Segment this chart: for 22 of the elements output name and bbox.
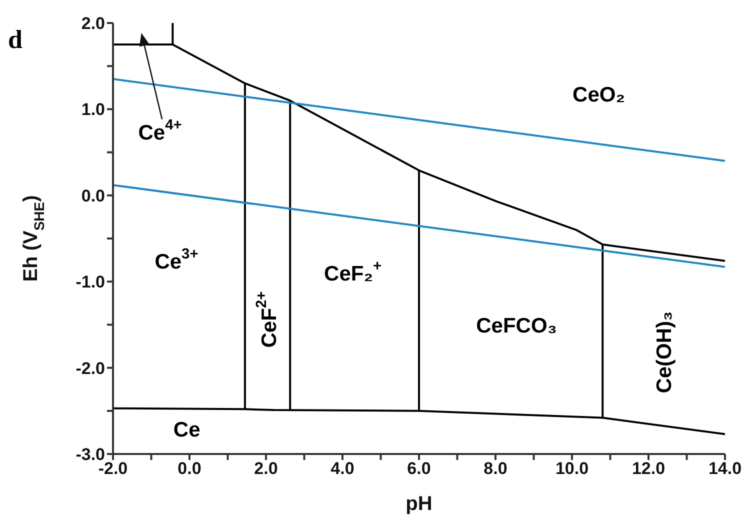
x-tick-label: 8.0 bbox=[484, 459, 508, 478]
x-tick-label: 6.0 bbox=[407, 459, 431, 478]
x-axis-title: pH bbox=[406, 493, 432, 515]
x-tick-label: 12.0 bbox=[632, 459, 666, 478]
x-tick-label: 2.0 bbox=[254, 459, 278, 478]
annotation: CeO₂ bbox=[572, 82, 626, 106]
annotation: CeF₂$^{+}$ bbox=[324, 258, 382, 286]
y-tick-label: 2.0 bbox=[81, 14, 105, 34]
annotation: Ce$^{3+}$ bbox=[154, 246, 198, 274]
text: d bbox=[8, 25, 23, 54]
y-tick-label: -1.0 bbox=[76, 272, 105, 292]
annotation: CeFCO₃ bbox=[476, 314, 557, 337]
y-tick-label: 1.0 bbox=[81, 100, 105, 120]
x-tick-label: 10.0 bbox=[555, 459, 589, 478]
annotation: Ce(OH)₃ bbox=[652, 311, 676, 394]
y-tick-label: -2.0 bbox=[76, 358, 105, 378]
x-tick-label: 0.0 bbox=[178, 459, 202, 478]
annotation: Ce$^{4+}$ bbox=[138, 117, 182, 144]
y-tick-label: 0.0 bbox=[81, 186, 105, 206]
annotation: Ce bbox=[173, 418, 200, 442]
x-tick-label: 4.0 bbox=[330, 459, 354, 478]
x-tick-label: 14.0 bbox=[708, 459, 742, 478]
